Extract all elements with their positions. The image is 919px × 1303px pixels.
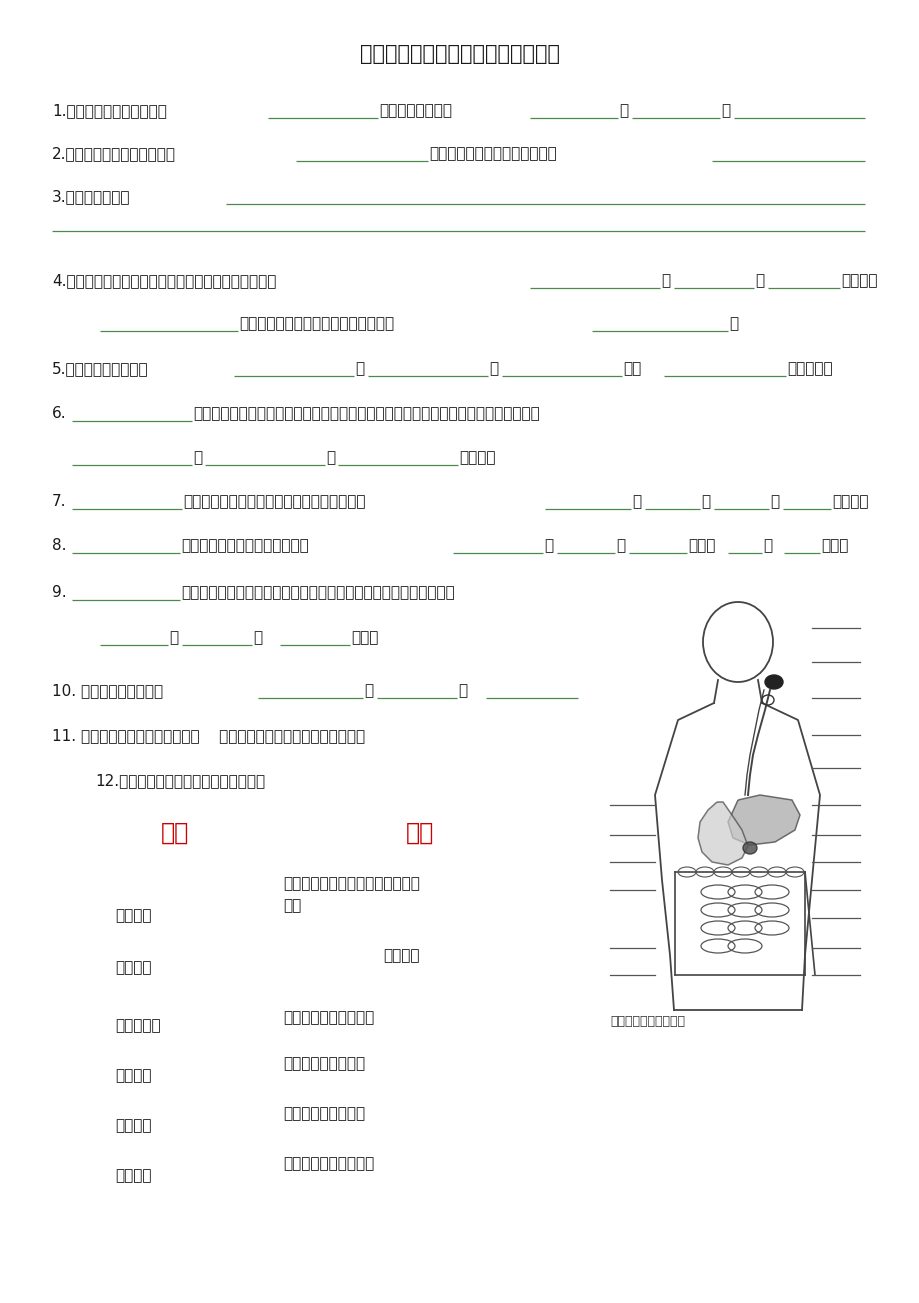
- Text: ，它们的结构包括: ，它们的结构包括: [379, 103, 451, 119]
- Text: 、: 、: [169, 629, 178, 645]
- Text: ，细胞质内充满血红蛋白，可以: ，细胞质内充满血红蛋白，可以: [428, 146, 556, 162]
- Ellipse shape: [743, 842, 756, 853]
- Text: 功能: 功能: [405, 821, 434, 846]
- Text: 、和: 、和: [622, 361, 641, 377]
- Text: 细胞排列疏松，细胞间质多，形态多样，具有: 细胞排列疏松，细胞间质多，形态多样，具有: [183, 494, 365, 509]
- Text: ，具有: ，具有: [687, 538, 715, 552]
- Text: 四种组织。: 四种组织。: [786, 361, 832, 377]
- Text: 、: 、: [543, 538, 552, 552]
- Text: 主要由肌肉细胞组成，可以分为: 主要由肌肉细胞组成，可以分为: [181, 538, 309, 552]
- Text: 通过产生的激乱对人体生理活动进: 通过产生的激乱对人体生理活动进: [283, 876, 419, 891]
- Text: 循环系统: 循环系统: [115, 960, 152, 975]
- Ellipse shape: [765, 675, 782, 689]
- Text: 呼吸系统: 呼吸系统: [115, 908, 152, 923]
- Text: 等功能。: 等功能。: [459, 450, 495, 465]
- Text: 7.: 7.: [52, 494, 66, 509]
- Text: 图一計：：盛筑變成鳳: 图一計：：盛筑變成鳳: [609, 1015, 685, 1028]
- Text: 9.: 9.: [52, 585, 66, 599]
- Text: 八年级《生命科学》阶段总结（一）: 八年级《生命科学》阶段总结（一）: [359, 44, 560, 64]
- Text: 功能。: 功能。: [820, 538, 847, 552]
- Text: 、: 、: [489, 361, 497, 377]
- Text: 细胞排列紧密，单层或多层，细胞间质少，覆盖在各器官的表面和官腔的内表面，具有: 细胞排列紧密，单层或多层，细胞间质少，覆盖在各器官的表面和官腔的内表面，具有: [193, 407, 539, 421]
- Text: 排脚血产生的代谢勤: 排脚血产生的代谢勤: [283, 1106, 365, 1121]
- Text: 吸收营养: 吸收营养: [382, 949, 419, 963]
- Text: 由神经细胞和胶质细胞组成，主要分布在脑和脊髓中。神经细胞又叫: 由神经细胞和胶质细胞组成，主要分布在脑和脊髓中。神经细胞又叫: [181, 585, 454, 599]
- Text: 4.　细胞分化产生了不同的细胞群，每个细胞群都是由: 4. 细胞分化产生了不同的细胞群，每个细胞群都是由: [52, 274, 276, 288]
- Text: 12.请将各系统与其功能用线连接起来。: 12.请将各系统与其功能用线连接起来。: [95, 773, 265, 788]
- Text: 。: 。: [728, 317, 737, 331]
- Text: 和: 和: [253, 629, 262, 645]
- Text: 联合在一起形成的，这样的细胞群叫做: 联合在一起形成的，这样的细胞群叫做: [239, 317, 393, 331]
- Text: 、: 、: [364, 683, 373, 698]
- Text: 的细胞和: 的细胞和: [840, 274, 877, 288]
- PathPatch shape: [698, 803, 747, 865]
- Text: 御节: 御节: [283, 898, 301, 913]
- Text: 、: 、: [618, 103, 628, 119]
- Text: 系统: 系统: [161, 821, 189, 846]
- Text: 泌尿系统: 泌尿系统: [115, 1167, 152, 1183]
- Text: 、: 、: [769, 494, 778, 509]
- Text: 6.: 6.: [52, 407, 66, 421]
- Text: 宁体在此进帅进行交换: 宁体在此进帅进行交换: [283, 1010, 374, 1025]
- Text: 、: 、: [616, 538, 624, 552]
- Text: 10. 神经细胞的结构包括: 10. 神经细胞的结构包括: [52, 683, 163, 698]
- Text: 内分泌系统: 内分泌系统: [115, 1018, 161, 1033]
- Text: 11. 图一是人体消化系统模式图，    请将该系统中各器官的名称在横线上: 11. 图一是人体消化系统模式图， 请将该系统中各器官的名称在横线上: [52, 728, 365, 743]
- Text: 5.　人体内可以划分为: 5. 人体内可以划分为: [52, 361, 149, 377]
- Text: 1.　人体结构的基本单位是: 1. 人体结构的基本单位是: [52, 103, 166, 119]
- Text: 和: 和: [762, 538, 771, 552]
- Text: 、: 、: [631, 494, 641, 509]
- Text: 神经系统: 神经系统: [115, 1118, 152, 1134]
- Text: 消化系统: 消化系统: [115, 1068, 152, 1083]
- Text: 3.　细胞分化是指: 3. 细胞分化是指: [52, 189, 130, 205]
- Text: 、: 、: [700, 494, 709, 509]
- Text: 8.: 8.: [52, 538, 66, 552]
- Text: 等功能。: 等功能。: [831, 494, 868, 509]
- PathPatch shape: [727, 795, 800, 846]
- Text: 、: 、: [660, 274, 669, 288]
- Text: 、: 、: [325, 450, 335, 465]
- Text: 、: 、: [720, 103, 730, 119]
- Text: 使人对外界刺戚作岁应: 使人对外界刺戚作岁应: [283, 1156, 374, 1171]
- Text: 、: 、: [355, 361, 364, 377]
- Text: 和: 和: [458, 683, 467, 698]
- Text: 、: 、: [193, 450, 202, 465]
- Text: 2.　人体成熟的红细胞内没有: 2. 人体成熟的红细胞内没有: [52, 146, 176, 162]
- Text: 、: 、: [754, 274, 764, 288]
- Text: 运输氧气养料繁物等: 运输氧气养料繁物等: [283, 1055, 365, 1071]
- Text: 功能。: 功能。: [351, 629, 378, 645]
